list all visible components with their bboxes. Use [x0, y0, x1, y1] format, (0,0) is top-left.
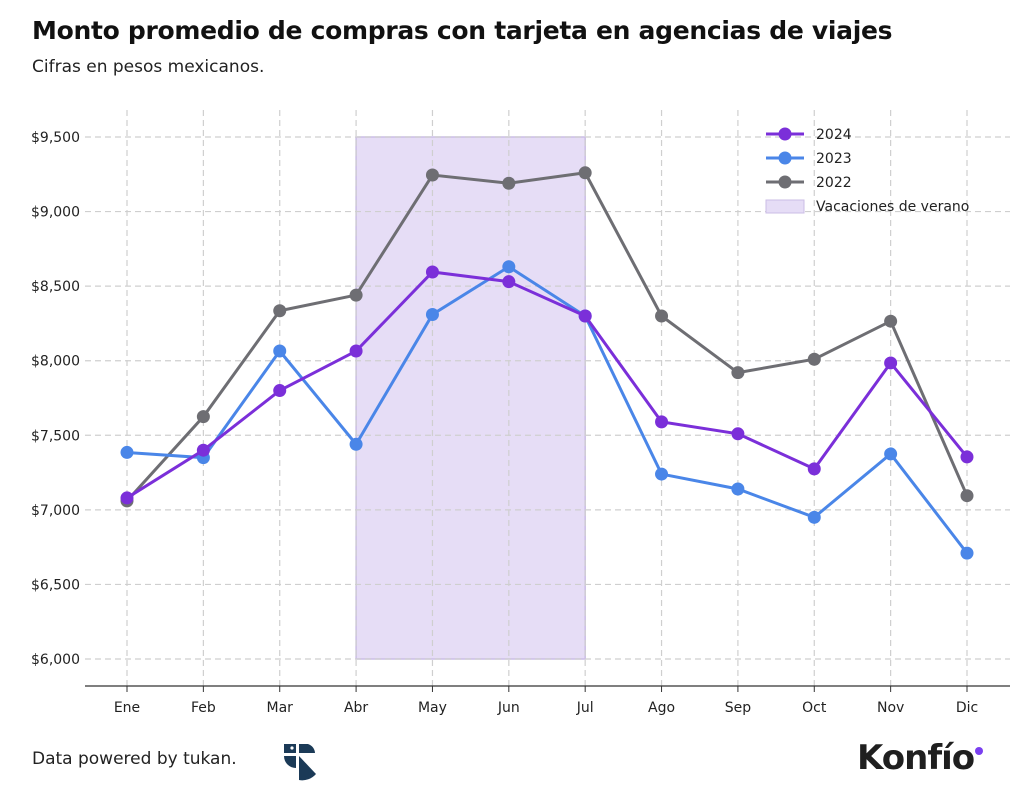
data-point-2024: [273, 384, 287, 398]
y-tick-label: $9,500: [31, 130, 80, 146]
y-tick-label: $9,000: [31, 205, 80, 221]
legend-marker-2022: [778, 175, 792, 189]
series-line-2024: [126, 270, 969, 500]
data-point-2024: [425, 265, 439, 279]
legend-label-2024: 2024: [816, 127, 852, 143]
data-point-2023: [960, 546, 974, 560]
x-tick-label: Oct: [802, 700, 827, 716]
data-point-2022: [731, 366, 745, 380]
data-point-2022: [655, 309, 669, 323]
data-point-2022: [807, 352, 821, 366]
x-tick-label: Jul: [576, 700, 594, 716]
y-tick-label: $7,500: [31, 428, 80, 444]
data-point-2023: [731, 482, 745, 496]
data-point-2024: [884, 356, 898, 370]
data-point-2024: [120, 491, 134, 505]
data-point-2022: [349, 288, 363, 302]
data-point-2022: [578, 166, 592, 180]
x-tick-label: Dic: [956, 700, 978, 716]
series-line-2023: [126, 264, 969, 555]
legend-swatch-shaded: [765, 199, 805, 214]
data-point-2023: [120, 445, 134, 459]
x-tick-label: Mar: [267, 700, 294, 716]
data-point-2023: [655, 467, 669, 481]
data-point-2024: [502, 275, 516, 289]
chart-subtitle: Cifras en pesos mexicanos.: [32, 57, 265, 77]
tukan-logo-icon: [284, 744, 316, 781]
konfio-logo-dot: [975, 747, 983, 755]
chart-title: Monto promedio de compras con tarjeta en…: [32, 16, 893, 45]
data-point-2022: [273, 304, 287, 318]
legend-label-shaded: Vacaciones de verano: [816, 199, 969, 215]
data-point-2023: [884, 447, 898, 461]
x-tick-label: Abr: [344, 700, 368, 716]
legend-marker-2024: [778, 127, 792, 141]
data-point-2024: [349, 344, 363, 358]
y-tick-label: $7,000: [31, 503, 80, 519]
x-tick-label: Ago: [648, 700, 675, 716]
data-point-2023: [502, 260, 516, 274]
data-point-2023: [349, 437, 363, 451]
y-tick-label: $8,000: [31, 354, 80, 370]
x-tick-label: Jun: [497, 700, 520, 716]
data-point-2022: [960, 489, 974, 503]
shaded-region-summer: [355, 136, 586, 660]
series-line-2022: [125, 171, 969, 502]
data-point-2022: [884, 314, 898, 328]
data-point-2024: [960, 450, 974, 464]
data-point-2024: [731, 427, 745, 441]
konfio-logo: Konfío: [857, 738, 975, 778]
data-point-2024: [196, 443, 210, 457]
x-tick-label: Sep: [725, 700, 752, 716]
x-tick-label: May: [418, 700, 447, 716]
x-tick-label: Ene: [114, 700, 140, 716]
data-point-2023: [425, 307, 439, 321]
data-point-2022: [196, 410, 210, 424]
data-point-2024: [807, 462, 821, 476]
data-point-2024: [578, 309, 592, 323]
y-tick-label: $6,000: [31, 652, 80, 668]
data-point-2023: [807, 510, 821, 524]
data-point-2023: [273, 344, 287, 358]
x-tick-label: Feb: [191, 700, 216, 716]
y-tick-label: $6,500: [31, 577, 80, 593]
x-tick-label: Nov: [877, 700, 904, 716]
legend-label-2022: 2022: [816, 175, 852, 191]
source-text: Data powered by tukan.: [32, 749, 237, 769]
data-point-2024: [655, 415, 669, 429]
legend-label-2023: 2023: [816, 151, 852, 167]
data-point-2022: [425, 168, 439, 182]
y-tick-label: $8,500: [31, 279, 80, 295]
data-point-2022: [502, 176, 516, 190]
legend-marker-2023: [778, 151, 792, 165]
